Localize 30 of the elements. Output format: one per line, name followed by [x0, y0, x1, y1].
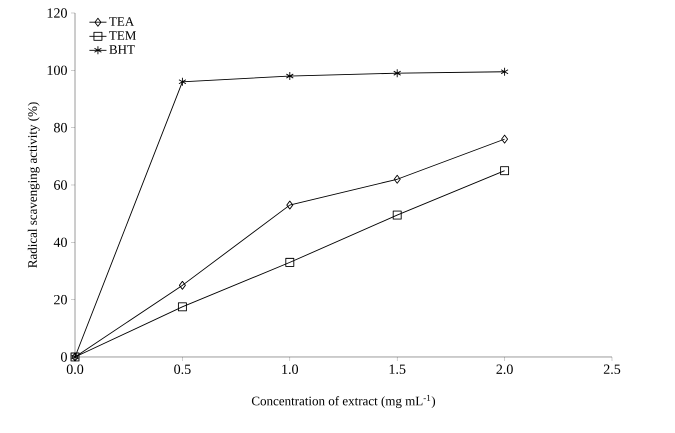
y-tick-label: 40	[54, 238, 67, 248]
y-tick-label: 0	[61, 352, 67, 362]
x-tick-label: 1.0	[282, 364, 298, 374]
point	[501, 134, 508, 144]
point	[500, 67, 509, 76]
x-tick-label: 1.5	[390, 364, 406, 374]
y-tick-label: 120	[48, 8, 67, 18]
point	[178, 302, 187, 312]
x-tick-label: 2.0	[496, 364, 513, 374]
y-tick-label: 100	[48, 66, 67, 76]
point	[500, 166, 510, 176]
legend-label: TEA	[109, 17, 134, 26]
y-axis-title: Radical scavenging activity (%)	[28, 102, 40, 268]
point	[286, 200, 294, 210]
x-tick-label: 0.5	[174, 364, 191, 374]
x-tick-label: 0.0	[66, 364, 84, 374]
point	[394, 174, 401, 184]
point	[178, 77, 186, 86]
point	[393, 68, 402, 78]
point	[178, 280, 186, 290]
x-axis-title: Concentration of extract (mg mL$^{-1}$)	[252, 394, 436, 408]
y-tick-label: 20	[54, 294, 67, 304]
legend-label: BHT	[109, 45, 135, 54]
y-tick-label: 60	[54, 180, 67, 190]
point	[286, 72, 294, 81]
x-tick-label: 2.5	[604, 364, 620, 374]
point	[285, 258, 294, 267]
y-tick-label: 80	[54, 122, 67, 132]
legend-label: TEM	[109, 31, 136, 40]
point	[392, 210, 402, 220]
